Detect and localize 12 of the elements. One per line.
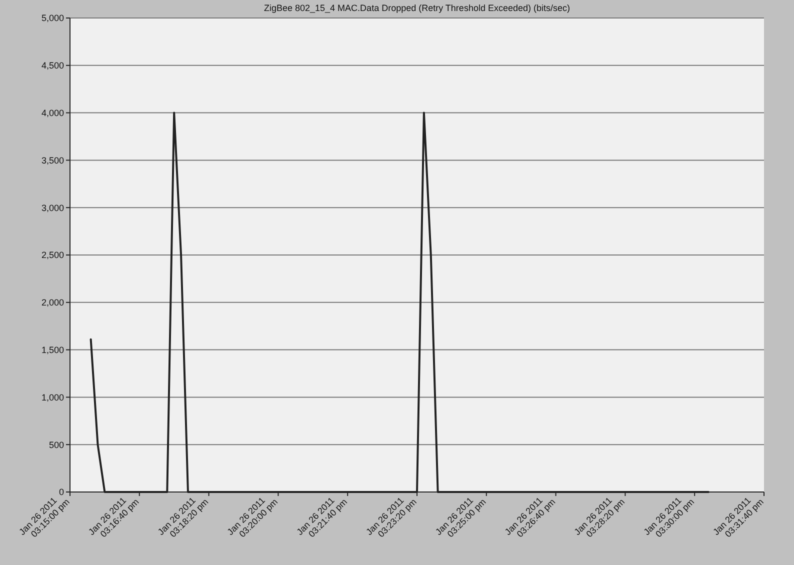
y-tick-label: 2,000 — [41, 298, 64, 308]
y-tick-label: 4,500 — [41, 60, 64, 71]
y-tick-label: 2,500 — [41, 250, 64, 260]
y-tick-label: 3,500 — [41, 155, 64, 166]
y-tick-label: 3,000 — [41, 202, 64, 213]
y-tick-label: 1,500 — [41, 344, 64, 355]
chart-title: ZigBee 802_15_4 MAC.Data Dropped (Retry Threshold Exceeded) (bits/sec) — [264, 3, 570, 13]
y-tick-label: 0 — [58, 487, 64, 498]
y-tick-label: 1,000 — [41, 392, 64, 402]
y-tick-label: 5,000 — [41, 13, 64, 24]
y-tick-label: 4,000 — [41, 108, 64, 118]
y-tick-label: 500 — [48, 440, 64, 450]
